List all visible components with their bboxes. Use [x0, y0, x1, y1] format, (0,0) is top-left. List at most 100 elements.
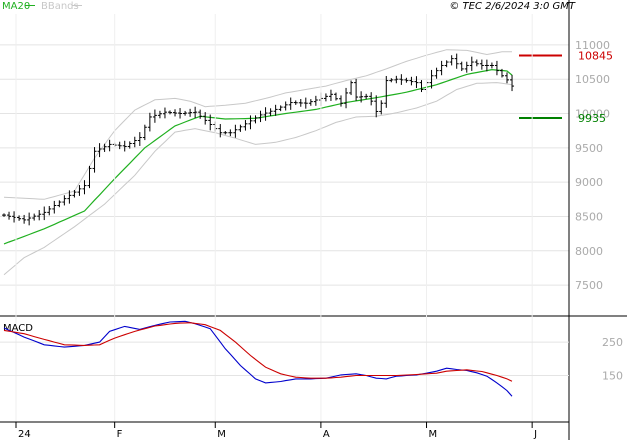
- price-bar: [273, 104, 278, 116]
- price-bar: [97, 143, 102, 158]
- price-bar: [479, 59, 484, 70]
- price-bar: [399, 74, 404, 85]
- price-bar: [359, 91, 364, 103]
- price-bar: [62, 195, 67, 206]
- price-bar: [117, 141, 122, 150]
- price-plot-area: [0, 14, 569, 316]
- price-tick-label: 7500: [575, 279, 603, 292]
- price-bar: [459, 61, 464, 72]
- price-bar: [369, 92, 374, 106]
- price-bar: [364, 93, 369, 100]
- price-bar: [52, 200, 57, 214]
- x-tick-label: M: [217, 429, 226, 440]
- price-tick-label: 11000: [575, 39, 610, 52]
- x-tick-label: J: [533, 429, 537, 440]
- legend-ma20: MA20: [2, 1, 30, 12]
- price-tick-label: 9000: [575, 176, 603, 189]
- price-bar: [263, 107, 268, 121]
- legend-bbands-swatch: [72, 5, 82, 6]
- price-bar: [92, 147, 97, 173]
- price-bar: [142, 124, 147, 141]
- price-bar: [47, 205, 52, 216]
- price-bar: [248, 115, 253, 130]
- price-bar: [132, 136, 137, 148]
- price-bar: [243, 120, 248, 131]
- price-bar: [379, 100, 384, 115]
- price-bar: [374, 95, 379, 118]
- price-bar: [173, 109, 178, 117]
- price-bar: [238, 124, 243, 132]
- price-bar: [107, 139, 112, 152]
- price-bar: [404, 77, 409, 83]
- legend-bbands: BBands: [41, 1, 79, 12]
- price-bar: [27, 212, 32, 226]
- price-bar: [87, 165, 92, 189]
- price-bar: [499, 68, 504, 78]
- price-bar: [439, 60, 444, 76]
- price-bar: [449, 55, 454, 66]
- price-bar: [328, 89, 333, 101]
- price-bar: [339, 95, 344, 107]
- macd-tick-label: 150: [602, 370, 623, 383]
- price-bar: [32, 213, 37, 221]
- price-bar: [454, 53, 459, 69]
- price-bar: [293, 100, 298, 105]
- price-tick-label: 8000: [575, 245, 603, 258]
- price-bar: [308, 99, 313, 106]
- price-bar: [288, 97, 293, 110]
- price-bar: [152, 109, 157, 123]
- x-tick-label: 24: [18, 429, 31, 440]
- price-bar: [57, 200, 62, 208]
- price-bar: [409, 76, 414, 86]
- price-bar: [188, 108, 193, 117]
- price-bar: [122, 140, 127, 152]
- price-bar: [258, 110, 263, 123]
- price-bar: [354, 78, 359, 101]
- price-bar: [233, 124, 238, 138]
- legend-ma20-swatch: [25, 5, 35, 6]
- price-bar: [434, 67, 439, 79]
- price-bar: [208, 114, 213, 131]
- price-bar: [298, 98, 303, 107]
- price-bar: [193, 106, 198, 119]
- macd-panel: MACD 150 250: [0, 320, 623, 397]
- price-bar: [505, 72, 509, 84]
- x-tick-label: F: [117, 429, 123, 440]
- bbands-lower-line: [3, 82, 513, 276]
- price-bar: [444, 60, 449, 68]
- price-bar: [313, 95, 318, 106]
- price-bar: [157, 110, 162, 119]
- macd-tick-label: 250: [602, 336, 623, 349]
- x-tick-label: A: [323, 429, 330, 440]
- x-axis: 24 F M A M J: [0, 421, 569, 440]
- price-bar: [183, 110, 188, 116]
- price-bar: [323, 93, 328, 102]
- price-bar: [203, 112, 208, 125]
- price-tick-label: 8500: [575, 210, 603, 223]
- price-bar: [283, 101, 288, 111]
- price-bar: [268, 108, 273, 117]
- source-label: © TEC 2/6/2024 3:0 GMT: [449, 1, 576, 12]
- price-bar: [223, 131, 228, 135]
- price-bar: [389, 78, 394, 83]
- price-bar: [494, 60, 499, 76]
- price-bar: [147, 112, 152, 132]
- price-bar: [419, 80, 424, 93]
- price-bar: [218, 124, 223, 138]
- price-bar: [17, 215, 22, 221]
- price-bar: [484, 59, 489, 72]
- price-bar: [7, 211, 12, 220]
- macd-title: MACD: [3, 323, 33, 334]
- price-bar: [510, 74, 515, 92]
- macd-signal-line: [3, 322, 513, 382]
- price-bar: [344, 87, 349, 109]
- price-bar: [414, 76, 419, 89]
- price-bar: [469, 56, 474, 71]
- macd-line: [3, 320, 513, 397]
- price-bar: [333, 92, 338, 101]
- price-bar: [127, 141, 132, 149]
- price-bar: [37, 210, 42, 221]
- price-bar: [228, 129, 233, 137]
- price-bar: [394, 75, 399, 84]
